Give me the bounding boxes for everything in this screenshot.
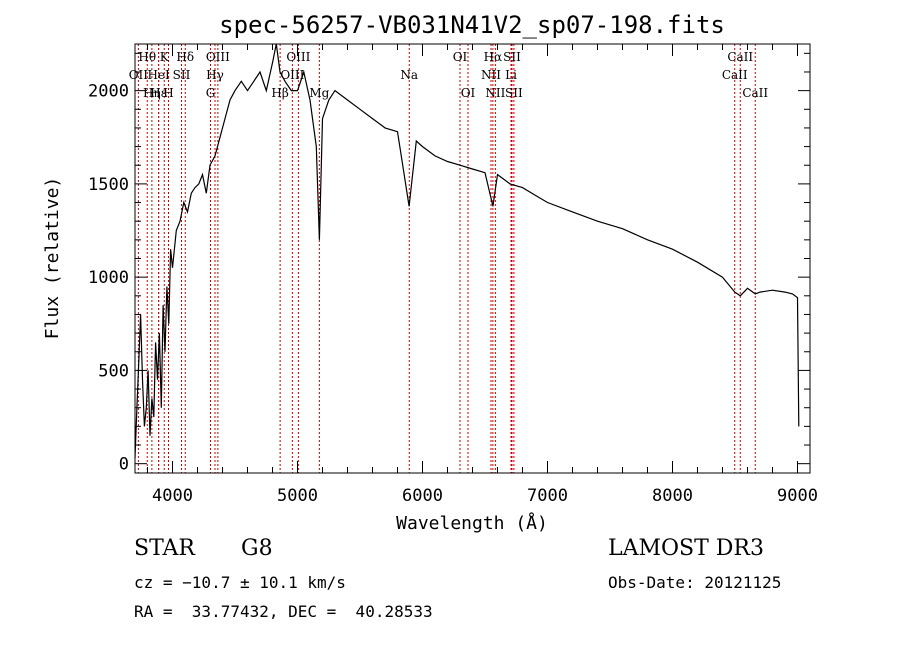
line-label: Hη: [143, 86, 161, 100]
line-label: G: [206, 86, 216, 100]
line-label: CaII: [722, 68, 748, 82]
line-label: OII: [129, 68, 149, 82]
y-tick-label: 2000: [88, 82, 129, 102]
line-label: HeI: [147, 68, 170, 82]
y-tick-label: 500: [98, 361, 129, 381]
line-label: Hβ: [271, 86, 288, 100]
line-label: OIII: [280, 68, 304, 82]
line-label: Na: [400, 68, 418, 82]
y-tick-label: 0: [119, 455, 129, 475]
x-tick-label: 9000: [777, 486, 818, 506]
sky-coordinates: RA = 33.77432, DEC = 40.28533: [134, 602, 433, 621]
chart-title: spec-56257-VB031N41V2_sp07-198.fits: [219, 11, 725, 39]
line-label: OIII: [206, 50, 230, 64]
object-class: STAR: [134, 536, 195, 561]
survey-name: LAMOST DR3: [608, 536, 764, 561]
x-tick-label: 6000: [402, 486, 443, 506]
y-axis-ticks: 0 500 1000 1500 2000: [88, 52, 810, 475]
line-label: CaII: [742, 86, 768, 100]
line-label: Mg: [309, 86, 329, 100]
line-label: NII: [485, 86, 505, 100]
line-label: SII: [173, 68, 191, 82]
redshift-velocity: cz = −10.7 ± 10.1 km/s: [134, 573, 346, 592]
x-axis-label: Wavelength (Å): [396, 512, 548, 534]
line-label: Hδ: [176, 50, 194, 64]
x-tick-label: 7000: [527, 486, 568, 506]
line-label: H: [163, 86, 173, 100]
flux-series-line: [134, 43, 800, 459]
line-label: Hα: [484, 50, 503, 64]
line-label: Li: [505, 68, 517, 82]
y-tick-label: 1000: [88, 268, 129, 288]
line-label: SII: [503, 50, 521, 64]
plot-frame: [134, 43, 811, 474]
y-axis-label: Flux (relative): [42, 177, 63, 340]
line-label: Hθ: [138, 50, 156, 64]
line-label: OI: [453, 50, 468, 64]
x-tick-label: 5000: [277, 486, 318, 506]
object-subclass: G8: [241, 536, 273, 561]
line-label: NII: [481, 68, 501, 82]
line-label: Hγ: [206, 68, 224, 82]
x-axis-ticks: 4000 5000 6000 7000 8000 9000: [147, 44, 818, 506]
line-label: CaII: [727, 50, 753, 64]
y-tick-label: 1500: [88, 175, 129, 195]
line-label: K: [160, 50, 170, 64]
line-label: OI: [461, 86, 476, 100]
x-tick-label: 8000: [652, 486, 693, 506]
spectral-line-markers: [137, 44, 756, 473]
line-label: OIII: [286, 50, 310, 64]
line-label: Hε: [150, 86, 167, 100]
observation-date: Obs-Date: 20121125: [608, 573, 782, 592]
x-tick-label: 4000: [152, 486, 193, 506]
line-label: SII: [505, 86, 523, 100]
